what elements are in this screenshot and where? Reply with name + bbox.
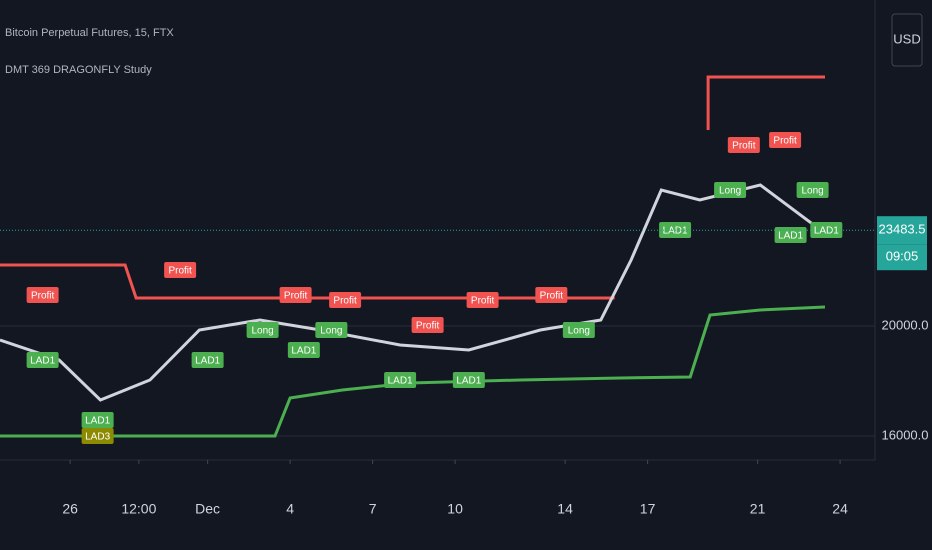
signal-label: Profit — [540, 291, 564, 302]
x-tick-label: 24 — [832, 501, 848, 517]
signal-marker — [279, 287, 312, 304]
signal-label: LAD1 — [663, 226, 688, 237]
y-tick-label: 20000.0 — [882, 317, 929, 332]
signal-marker — [796, 182, 829, 199]
countdown-box — [877, 244, 927, 271]
chart-subtitle: DMT 369 DRAGONFLY Study — [5, 64, 152, 76]
countdown-label: 09:05 — [886, 249, 919, 264]
signal-marker — [774, 227, 807, 244]
signal-label: Profit — [31, 291, 55, 302]
signal-marker — [81, 411, 114, 428]
signal-marker — [452, 372, 485, 389]
x-tick-label: 4 — [286, 501, 294, 517]
signal-marker — [26, 287, 59, 304]
signal-label: LAD3 — [85, 432, 110, 443]
signal-label: Long — [251, 326, 273, 337]
signal-marker — [81, 427, 114, 444]
signal-label: Profit — [416, 321, 440, 332]
x-tick-label: 7 — [369, 501, 377, 517]
last-price-label: 23483.5 — [879, 222, 926, 237]
signal-label: LAD1 — [456, 376, 481, 387]
signal-label: Long — [719, 186, 741, 197]
signal-label: LAD1 — [30, 356, 55, 367]
signal-label: Profit — [168, 266, 192, 277]
signal-marker — [810, 222, 843, 238]
y-tick-label: 16000.0 — [882, 427, 929, 442]
signal-marker — [329, 292, 362, 309]
signal-label: LAD1 — [85, 416, 110, 427]
x-tick-label: 21 — [750, 501, 766, 517]
x-tick-label: 26 — [62, 501, 78, 517]
signal-label: LAD1 — [388, 376, 413, 387]
signal-marker — [727, 137, 760, 154]
signal-marker — [287, 342, 320, 359]
series-line — [0, 183, 822, 402]
x-tick-label: Dec — [195, 501, 220, 517]
x-tick-label: 10 — [447, 501, 463, 517]
signal-marker — [714, 182, 747, 199]
series-line — [0, 263, 615, 300]
signal-label: LAD1 — [195, 356, 220, 367]
x-tick-label: 17 — [640, 501, 656, 517]
signal-marker — [535, 287, 568, 304]
signal-label: Long — [568, 326, 590, 337]
signal-marker — [191, 351, 224, 368]
signal-label: LAD1 — [814, 226, 839, 237]
signal-marker — [562, 321, 595, 338]
x-tick-label: 12:00 — [121, 501, 156, 517]
signal-label: Profit — [471, 296, 495, 307]
currency-button[interactable] — [891, 13, 923, 67]
signal-label: Profit — [284, 291, 308, 302]
signal-marker — [384, 372, 417, 389]
last-price-box — [877, 216, 927, 245]
signal-label: Long — [320, 326, 342, 337]
signal-label: LAD1 — [291, 346, 316, 357]
series-line — [706, 75, 825, 130]
signal-marker — [769, 131, 802, 148]
signal-marker — [411, 317, 444, 334]
signal-label: Profit — [732, 141, 756, 152]
series-line — [0, 305, 826, 438]
signal-marker — [246, 321, 279, 338]
signal-marker — [315, 321, 348, 338]
signal-label: LAD1 — [778, 231, 803, 242]
signal-label: Profit — [773, 136, 797, 147]
x-tick-label: 14 — [557, 501, 573, 517]
signal-marker — [26, 351, 59, 368]
chart-title: Bitcoin Perpetual Futures, 15, FTX — [5, 27, 174, 39]
signal-marker — [164, 262, 197, 279]
currency-label[interactable]: USD — [893, 31, 920, 46]
signal-label: Long — [801, 186, 823, 197]
signal-marker — [466, 292, 499, 309]
signal-label: Profit — [333, 296, 357, 307]
